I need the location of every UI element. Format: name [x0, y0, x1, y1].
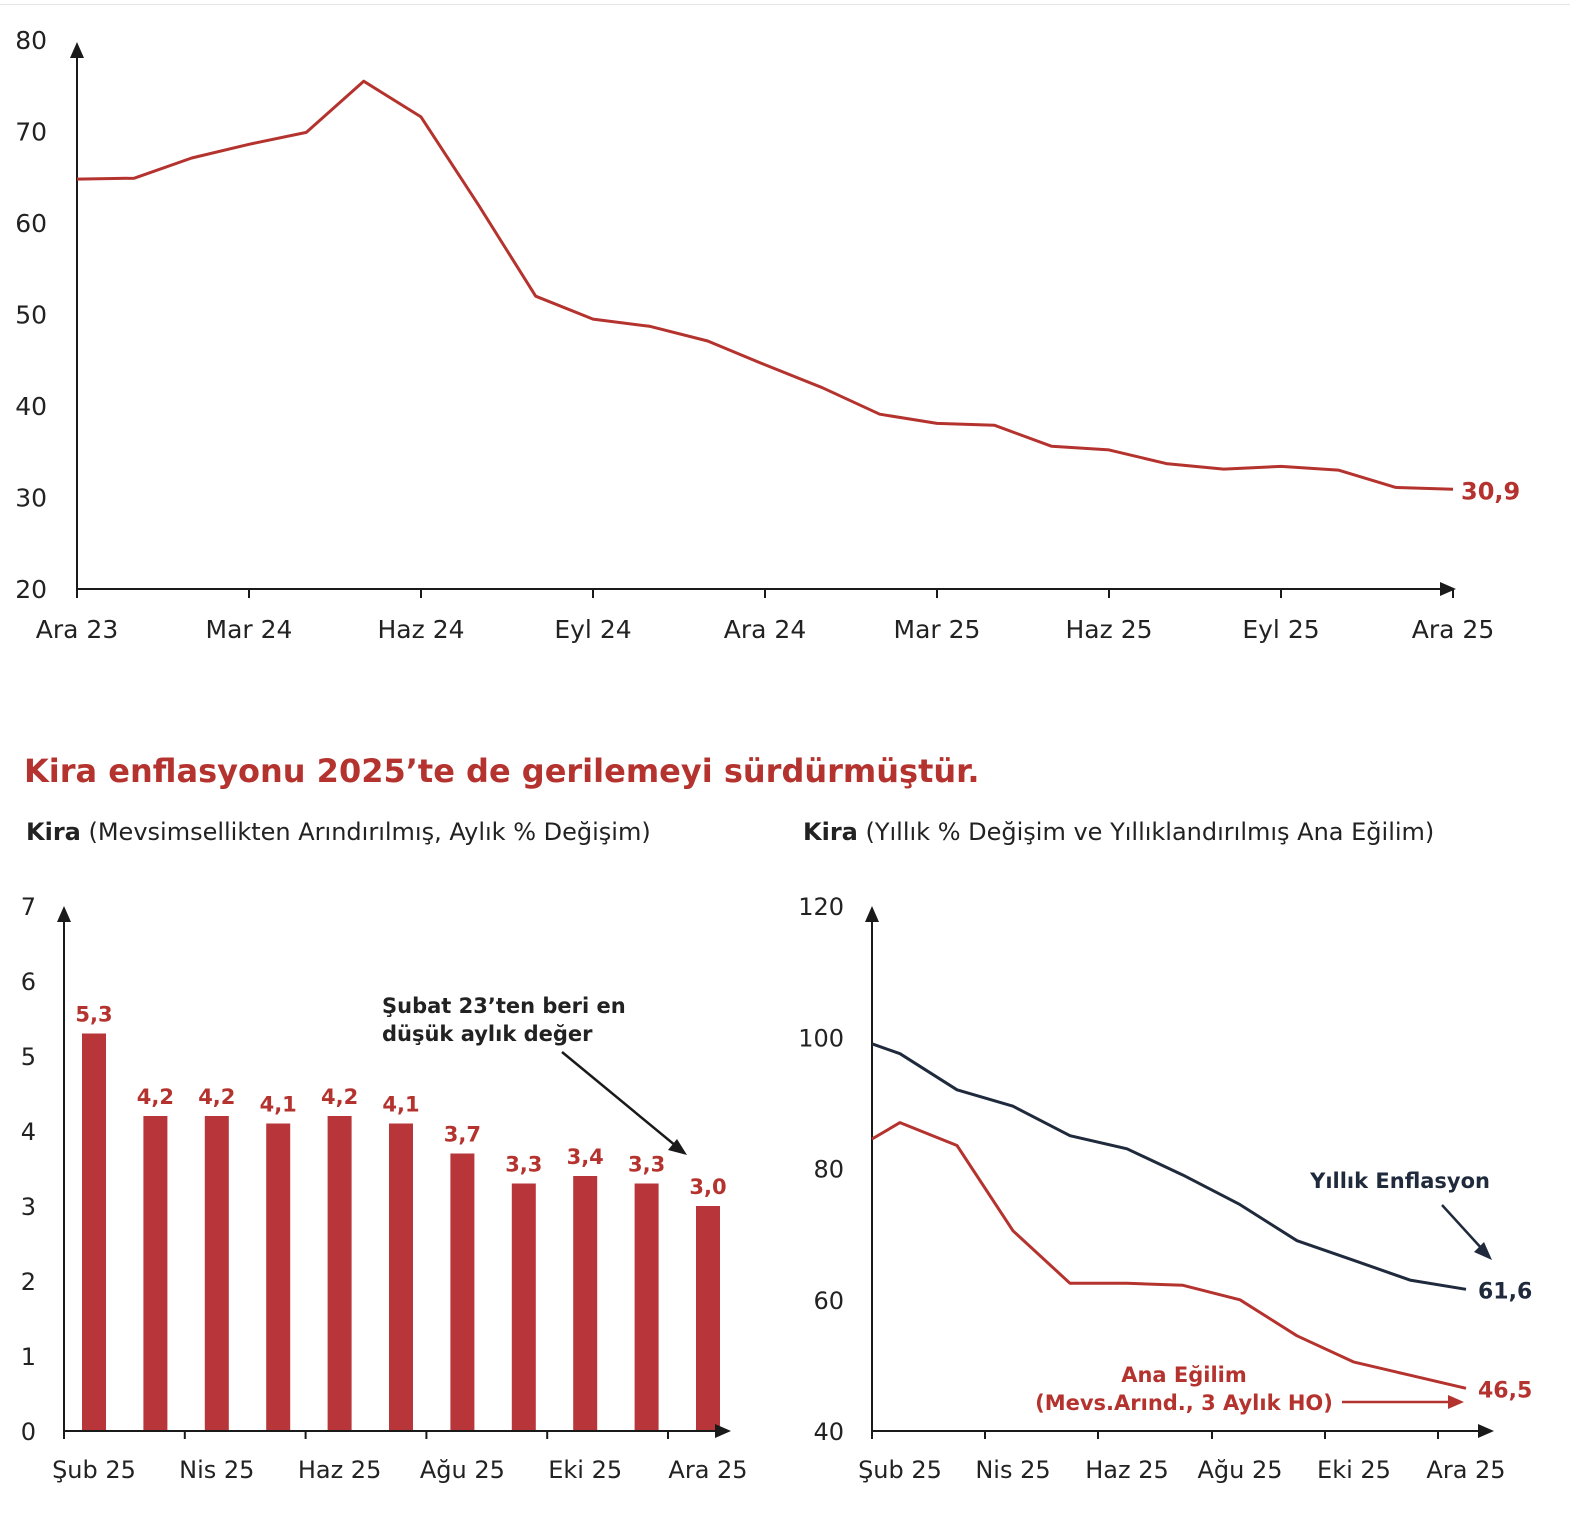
bar-value-label: 4,2 — [137, 1085, 174, 1109]
x-axis-arrow — [715, 1424, 731, 1438]
y-tick-label: 5 — [21, 1043, 36, 1071]
trend-legend-line2: (Mevs.Arınd., 3 Aylık HO) — [1035, 1391, 1333, 1415]
trend-legend-arrow-head — [1448, 1395, 1464, 1409]
x-tick-label: Şub 25 — [858, 1456, 942, 1484]
x-tick-label: Ağu 25 — [1197, 1456, 1282, 1484]
rent-annual-trend-chart: 40 60 80 100 120 Şub 25 Nis 25 Haz 25 Ağu 25 Eki … — [798, 893, 1532, 1484]
y-tick-label: 40 — [15, 392, 47, 421]
x-axis-arrow — [1440, 582, 1456, 596]
x-tick-label: Haz 25 — [298, 1456, 382, 1484]
trend-chart-subtitle: Kira (Yıllık % Değişim ve Yıllıklandırıl… — [803, 818, 1434, 846]
bar-value-label: 3,3 — [505, 1153, 542, 1177]
y-axis-arrow — [865, 906, 879, 922]
x-tick-label: Ara 25 — [1412, 615, 1494, 644]
y-tick-label: 3 — [21, 1193, 36, 1221]
x-tick-label: Eyl 25 — [1242, 615, 1319, 644]
bar — [511, 1183, 536, 1431]
bar — [82, 1033, 106, 1431]
bar-value-label: 4,2 — [198, 1085, 235, 1109]
y-tick-label: 60 — [813, 1287, 844, 1315]
bar-value-label: 3,3 — [628, 1153, 665, 1177]
bar-chart-subtitle: Kira (Mevsimsellikten Arındırılmış, Aylı… — [26, 818, 651, 846]
annual-legend-label: Yıllık Enflasyon — [1309, 1169, 1490, 1193]
y-tick-label: 30 — [15, 484, 47, 513]
trend-end-label: 46,5 — [1478, 1378, 1532, 1403]
top-divider — [0, 4, 1570, 5]
x-tick-label: Ara 25 — [668, 1456, 747, 1484]
annotation-arrow-head — [668, 1139, 687, 1155]
x-tick-label: Nis 25 — [975, 1456, 1050, 1484]
x-tick-label: Haz 24 — [378, 615, 465, 644]
y-tick-label: 1 — [21, 1343, 36, 1371]
bar-chart-subtitle-rest: (Mevsimsellikten Arındırılmış, Aylık % D… — [80, 818, 651, 846]
bar — [204, 1116, 229, 1431]
x-tick-label: Eki 25 — [548, 1456, 622, 1484]
x-tick-label: Mar 25 — [894, 615, 981, 644]
y-axis-arrow — [57, 906, 71, 922]
series-line-trend — [871, 1121, 1467, 1390]
y-tick-label: 70 — [15, 118, 47, 147]
y-tick-label: 120 — [798, 893, 844, 921]
bar — [327, 1116, 352, 1431]
annotation-line2: düşük aylık değer — [382, 1022, 593, 1046]
section-title: Kira enflasyonu 2025’te de gerilemeyi sü… — [24, 752, 980, 790]
trend-legend-line1: Ana Eğilim — [1121, 1363, 1247, 1387]
y-tick-label: 7 — [21, 893, 36, 921]
x-tick-label: Ara 23 — [36, 615, 118, 644]
bar-value-label: 4,2 — [321, 1085, 358, 1109]
end-value-label: 30,9 — [1461, 477, 1520, 505]
x-tick-label: Haz 25 — [1085, 1456, 1169, 1484]
annual-legend-arrow-head — [1474, 1242, 1492, 1260]
annotation-arrow-line — [561, 1051, 677, 1147]
y-axis-arrow — [70, 42, 84, 58]
annotation-line1: Şubat 23’ten beri en — [382, 994, 626, 1018]
y-tick-label: 20 — [15, 575, 47, 604]
bar — [634, 1183, 659, 1431]
y-tick-label: 6 — [21, 968, 36, 996]
x-tick-label: Eyl 24 — [554, 615, 631, 644]
bar — [573, 1176, 598, 1431]
series-line-annual — [871, 1042, 1467, 1291]
bar — [389, 1123, 413, 1431]
bar-value-label: 3,7 — [444, 1123, 481, 1147]
y-tick-label: 50 — [15, 301, 47, 330]
bar-chart-subtitle-bold: Kira — [26, 818, 81, 846]
y-tick-label: 100 — [798, 1024, 844, 1052]
x-tick-label: Mar 24 — [206, 615, 293, 644]
x-tick-label: Haz 25 — [1066, 615, 1153, 644]
series-line-kira — [76, 79, 1454, 491]
bar — [266, 1123, 291, 1431]
bar — [143, 1116, 168, 1431]
bar-value-label: 4,1 — [260, 1093, 297, 1117]
rent-annual-line-chart: 20 30 40 50 60 70 80 Ara 23 Mar 24 Haz 24 Eyl 24 Ar… — [15, 26, 1520, 644]
y-tick-label: 60 — [15, 209, 47, 238]
x-tick-label: Nis 25 — [179, 1456, 254, 1484]
y-tick-label: 80 — [15, 26, 47, 55]
y-tick-label: 4 — [21, 1118, 36, 1146]
annual-legend-arrow-line — [1441, 1204, 1484, 1251]
y-tick-label: 40 — [813, 1418, 844, 1446]
bar-value-label: 4,1 — [382, 1093, 419, 1117]
rent-monthly-bar-chart: 0 1 2 3 4 5 6 7 5,3 4,2 4,2 4,1 4,2 4,1 3,7 3,3 3,4 3,3 3,… — [21, 893, 748, 1484]
x-tick-label: Şub 25 — [52, 1456, 136, 1484]
x-tick-label: Eki 25 — [1317, 1456, 1391, 1484]
trend-chart-subtitle-rest: (Yıllık % Değişim ve Yıllıklandırılmış A… — [857, 818, 1435, 846]
x-tick-label: Ara 24 — [724, 615, 806, 644]
bar-value-label: 3,4 — [567, 1145, 604, 1169]
bar — [696, 1206, 720, 1431]
bar-value-label: 3,0 — [689, 1175, 726, 1199]
bar-value-label: 5,3 — [75, 1003, 112, 1027]
annual-end-label: 61,6 — [1478, 1279, 1532, 1304]
y-tick-label: 80 — [813, 1156, 844, 1184]
x-tick-label: Ara 25 — [1426, 1456, 1505, 1484]
x-tick-label: Ağu 25 — [420, 1456, 505, 1484]
bar — [450, 1153, 475, 1431]
y-tick-label: 0 — [21, 1418, 36, 1446]
x-axis-arrow — [1478, 1424, 1494, 1438]
trend-chart-subtitle-bold: Kira — [803, 818, 858, 846]
y-tick-label: 2 — [21, 1268, 36, 1296]
